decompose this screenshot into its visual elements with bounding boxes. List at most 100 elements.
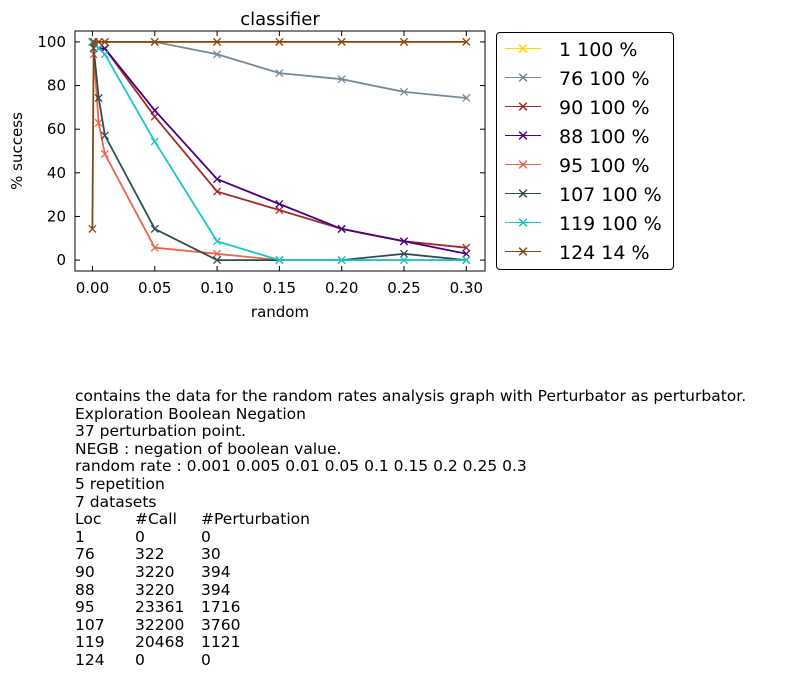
y-tick-label: 20 [47,207,66,225]
loc-cell: 95 [75,598,95,617]
data-point [94,44,103,53]
data-point [213,237,222,246]
y-tick-label: 80 [47,77,66,95]
x-tick-label: 0.00 [76,279,109,297]
y-tick-label: 40 [47,164,66,182]
notes-line: Exploration Boolean Negation [75,404,306,423]
legend-label: 88 100 % [559,126,650,148]
series-line [91,41,467,262]
loc-cell: 107 [75,615,105,634]
perturbation-cell: 30 [201,545,221,564]
table-row: 1 0 0 [75,527,310,547]
legend-item: ✕ 107 100 % [497,180,675,209]
x-marker-icon: ✕ [516,40,530,58]
perturbation-cell: 0 [201,527,211,546]
data-point [213,249,222,258]
x-tick-label: 0.25 [387,279,420,297]
data-point [275,256,284,265]
x-tick-label: 0.30 [450,279,483,297]
data-point [462,37,471,46]
legend-line-swatch [505,48,541,49]
data-point [462,256,471,265]
loc-cell: 90 [75,562,95,581]
x-marker-icon: ✕ [516,69,530,87]
loc-table-header-row: Loc #Call #Perturbation [75,511,310,529]
loc-table: Loc #Call #Perturbation 1 0 0 76 322 30 90 3220… [75,511,310,669]
legend-label: 1 100 % [559,39,638,61]
x-tick-label: 0.15 [263,279,296,297]
notes-lines: contains the data for the random rates a… [75,387,746,511]
legend-label: 107 100 % [559,184,662,206]
legend-line-swatch [505,135,541,136]
data-point [399,237,409,246]
data-point [100,50,109,59]
y-tick-label: 100 [37,33,66,51]
data-point [399,37,409,46]
perturbation-header: #Perturbation [201,510,310,529]
call-cell: 0 [135,527,145,546]
series-layer [88,37,471,265]
data-point [88,224,97,233]
notes-line: random rate : 0.001 0.005 0.01 0.05 0.1 … [75,457,527,476]
chart-title: classifier [240,9,320,30]
call-cell: 322 [135,545,165,564]
plot-area [74,30,486,272]
table-row: 95 23361 1716 [75,599,310,617]
notes-block: contains the data for the random rates a… [75,387,746,670]
notes-line: 7 datasets [75,492,157,511]
data-point [150,112,159,121]
call-cell: 3220 [135,580,175,599]
x-marker-icon: ✕ [516,98,530,116]
legend-line-swatch [505,77,541,78]
legend-item: ✕ 90 100 % [497,93,675,122]
perturbation-cell: 394 [201,580,231,599]
perturbation-cell: 1716 [201,598,241,617]
series-line [91,41,467,262]
table-row: 88 3220 394 [75,580,310,600]
legend-label: 90 100 % [559,97,650,119]
series-line [91,41,467,229]
loc-cell: 76 [75,545,95,564]
series-group [88,37,471,265]
data-point [462,243,471,252]
data-point [88,37,97,46]
legend-label: 95 100 % [559,155,650,177]
data-point [94,37,103,46]
data-point [100,149,109,159]
table-row: 90 3220 394 [75,562,310,582]
data-point [150,243,159,252]
data-point [337,256,346,265]
data-point [399,249,409,258]
x-tick-label: 0.05 [138,279,171,297]
loc-cell: 1 [75,527,85,546]
x-marker-icon: ✕ [516,214,530,232]
axes: 0.00 0.05 0.10 0.15 0.20 0.25 0.30 0 20 40 60 80 100 [37,31,485,297]
perturbation-cell: 394 [201,562,231,581]
legend-label: 124 14 % [559,242,650,264]
call-cell: 23361 [135,598,185,617]
loc-cell: 124 [75,650,105,669]
x-marker-icon: ✕ [516,127,530,145]
data-point [213,175,222,184]
notes-line: 5 repetition [75,474,165,493]
legend-line-swatch [505,193,541,194]
data-point [462,93,471,103]
notes-line: NEGB : negation of boolean value. [75,439,342,458]
x-marker-icon: ✕ [516,243,530,261]
data-point [275,206,284,215]
data-point [462,249,471,258]
data-point [94,93,103,103]
call-header: #Call [135,510,177,529]
data-point [150,37,159,46]
call-cell: 32200 [135,615,185,634]
data-point [275,69,284,78]
loc-cell: 88 [75,580,95,599]
legend-item: ✕ 124 14 % [497,238,675,267]
series-line [92,41,467,99]
x-marker-icon: ✕ [516,185,530,203]
perturbation-cell: 0 [201,650,211,669]
data-point [213,256,222,265]
legend: ✕ 1 100 % ✕ 76 100 % ✕ 90 100 % ✕ 88 100 % ✕ 95 1… [496,32,674,270]
data-point [399,87,409,96]
data-point [337,224,346,233]
